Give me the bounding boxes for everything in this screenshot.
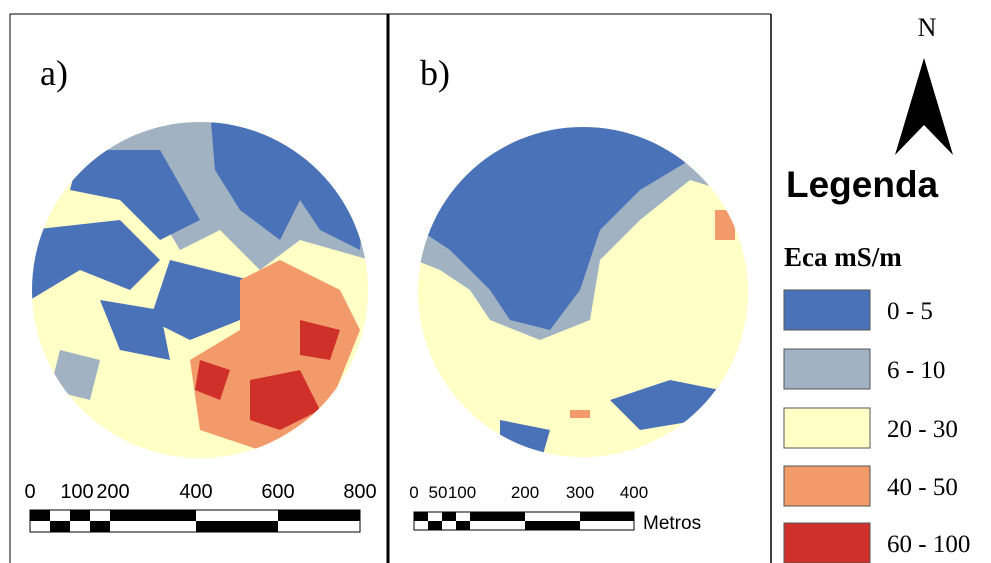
legend-swatch xyxy=(783,522,871,563)
scale-bar-b xyxy=(413,511,635,531)
legend-label: 6 - 10 xyxy=(887,357,945,384)
scale-label: 200 xyxy=(96,481,129,503)
scale-label: 0 xyxy=(24,481,35,503)
north-arrow xyxy=(895,58,953,155)
scale-label: 800 xyxy=(343,481,376,503)
scale-label: 50 xyxy=(429,483,448,502)
panel-label: a) xyxy=(40,53,68,93)
legend-swatch xyxy=(783,348,871,390)
scale-label: 100 xyxy=(60,481,93,503)
legend-label: 40 - 50 xyxy=(887,474,958,501)
legend-label: 20 - 30 xyxy=(887,416,958,443)
legend-label: 60 - 100 xyxy=(887,531,970,558)
legend-title: Legenda xyxy=(786,164,939,205)
scale-unit: Metros xyxy=(643,513,701,534)
legend-swatch xyxy=(783,289,871,331)
north-label: N xyxy=(918,13,937,42)
legend-subtitle: Eca mS/m xyxy=(784,242,902,272)
legend-label: 0 - 5 xyxy=(887,298,933,325)
legend-swatch xyxy=(783,407,871,449)
scale-label: 0 xyxy=(409,483,418,502)
scale-label: 100 xyxy=(448,483,476,502)
panel-label: b) xyxy=(420,53,450,93)
map-a xyxy=(32,122,368,458)
scale-label: 400 xyxy=(179,481,212,503)
scale-label: 300 xyxy=(566,483,594,502)
scale-bar-a xyxy=(29,509,361,533)
scale-label: 400 xyxy=(620,483,648,502)
scale-label: 600 xyxy=(261,481,294,503)
map-b xyxy=(418,127,748,457)
legend-swatch xyxy=(783,465,871,507)
scale-label: 200 xyxy=(511,483,539,502)
